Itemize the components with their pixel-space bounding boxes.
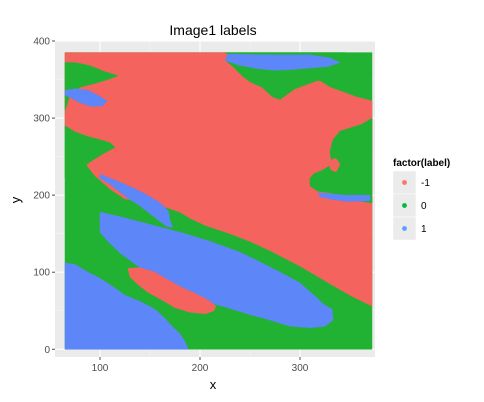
chart-title: Image1 labels — [169, 22, 256, 38]
region-label-0 — [64, 62, 119, 111]
region-label-0 — [64, 125, 116, 179]
region-label-1 — [224, 53, 341, 71]
region-label-1 — [317, 192, 371, 202]
y-tick-label: 400 — [33, 37, 50, 48]
region-label-1 — [99, 173, 173, 228]
axes: 100 200 300 0 100 200 300 400 — [33, 37, 308, 375]
legend-label: 1 — [421, 224, 427, 235]
x-tick-label: 100 — [92, 363, 109, 374]
legend-swatch — [402, 180, 407, 185]
region-label-1 — [64, 262, 189, 350]
y-tick-label: 100 — [33, 268, 50, 279]
legend-swatch — [402, 226, 407, 231]
region-label-neg1 — [328, 157, 341, 173]
y-tick-label: 0 — [44, 345, 50, 356]
y-tick-label: 300 — [33, 114, 50, 125]
region-label-neg1 — [127, 267, 217, 315]
label-regions — [64, 52, 373, 350]
x-tick-label: 200 — [192, 363, 209, 374]
y-tick-label: 200 — [33, 191, 50, 202]
y-axis-title: y — [8, 196, 23, 203]
legend-label: 0 — [421, 201, 427, 212]
legend-label: -1 — [421, 178, 430, 189]
region-label-1 — [64, 88, 108, 107]
legend-swatch — [402, 203, 407, 208]
legend: factor(label) -1 0 1 — [392, 158, 450, 241]
legend-title: factor(label) — [393, 158, 450, 169]
x-axis-title: x — [210, 377, 217, 392]
x-tick-label: 300 — [292, 363, 309, 374]
